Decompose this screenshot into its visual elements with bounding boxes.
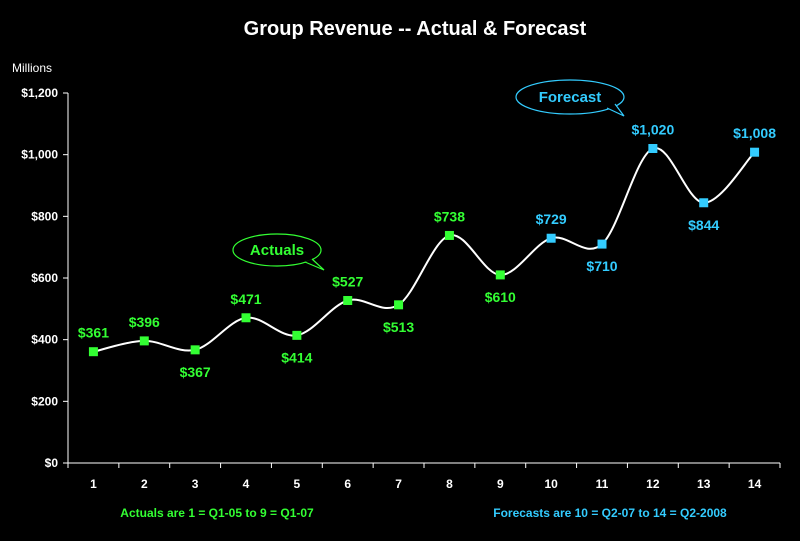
actual-data-label: $414 xyxy=(281,349,312,365)
actuals-callout-pointer xyxy=(304,258,325,271)
forecast-callout-text: Forecast xyxy=(539,89,602,106)
forecasts-footnote: Forecasts are 10 = Q2-07 to 14 = Q2-2008 xyxy=(493,506,727,520)
y-axis-label: Millions xyxy=(12,61,52,75)
y-tick-label: $400 xyxy=(31,333,58,347)
actuals-callout-bubble xyxy=(232,233,322,267)
forecast-point-marker xyxy=(699,198,709,208)
forecast-point-marker xyxy=(750,147,760,157)
x-tick-label: 3 xyxy=(192,477,199,491)
y-tick-label: $200 xyxy=(31,394,58,408)
actual-point-marker xyxy=(292,330,302,340)
forecast-point-marker xyxy=(648,144,658,153)
x-tick-label: 2 xyxy=(141,477,148,491)
y-tick-label: $1,000 xyxy=(21,148,58,162)
actuals-callout: Actuals xyxy=(232,233,325,271)
forecast-data-label: $1,020 xyxy=(631,122,674,138)
actual-data-label: $396 xyxy=(129,314,160,330)
revenue-line xyxy=(93,147,756,353)
x-tick-label: 8 xyxy=(446,477,453,491)
x-tick-label: 14 xyxy=(748,477,762,491)
x-tick-label: 1 xyxy=(90,477,97,491)
actual-point-marker xyxy=(343,296,353,306)
series-line-layer xyxy=(93,147,756,353)
x-tick-label: 5 xyxy=(294,477,301,491)
forecast-data-label: $710 xyxy=(586,258,617,274)
actuals-footnote: Actuals are 1 = Q1-05 to 9 = Q1-07 xyxy=(120,506,314,520)
forecast-data-label: $844 xyxy=(688,217,719,233)
actual-point-marker xyxy=(444,230,454,240)
forecast-data-label: $1,008 xyxy=(733,125,776,141)
actual-point-marker xyxy=(88,347,98,357)
forecast-point-marker xyxy=(546,233,556,243)
forecast-callout-pointer xyxy=(606,103,625,117)
x-tick-label: 6 xyxy=(344,477,351,491)
actual-data-label: $367 xyxy=(180,364,211,380)
chart-title: Group Revenue -- Actual & Forecast xyxy=(244,18,587,40)
actual-point-marker xyxy=(394,300,404,310)
x-tick-label: 13 xyxy=(697,477,711,491)
forecast-point-marker xyxy=(597,239,607,249)
actuals-callout-text: Actuals xyxy=(250,242,304,259)
x-tick-label: 7 xyxy=(395,477,402,491)
y-tick-label: $1,200 xyxy=(21,86,58,100)
actual-data-label: $513 xyxy=(383,319,414,335)
y-tick-label: $600 xyxy=(31,271,58,285)
x-tick-label: 12 xyxy=(646,477,660,491)
actual-point-marker xyxy=(139,336,149,346)
y-tick-label: $0 xyxy=(45,456,59,470)
actual-data-label: $527 xyxy=(332,274,363,290)
forecast-callout-bubble xyxy=(515,79,625,115)
x-tick-label: 9 xyxy=(497,477,504,491)
actual-point-marker xyxy=(190,345,200,355)
x-tick-label: 10 xyxy=(544,477,558,491)
forecast-callout: Forecast xyxy=(515,79,625,117)
actual-data-label: $471 xyxy=(230,291,261,307)
data-markers xyxy=(88,144,760,357)
data-labels: $361 $396 $367 $471 $414 $527 $513 $738 $610 $729… xyxy=(78,122,776,380)
actual-point-marker xyxy=(241,313,251,323)
actual-data-label: $738 xyxy=(434,208,465,224)
actual-data-label: $361 xyxy=(78,325,109,341)
x-tick-label: 11 xyxy=(596,477,609,491)
actual-point-marker xyxy=(495,270,505,280)
x-tick-label: 4 xyxy=(243,477,250,491)
actual-data-label: $610 xyxy=(485,289,516,305)
y-tick-label: $800 xyxy=(31,209,58,223)
forecast-data-label: $729 xyxy=(536,211,567,227)
